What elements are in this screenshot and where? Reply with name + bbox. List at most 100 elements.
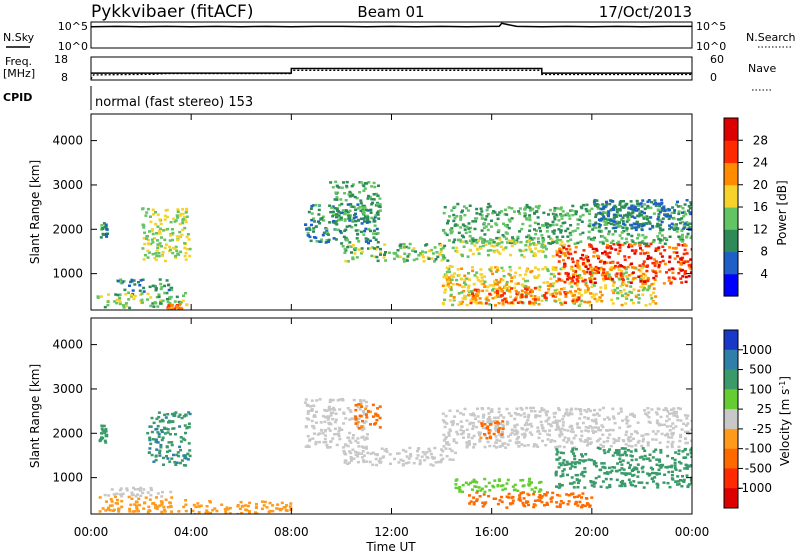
data-cell [629,450,633,453]
data-cell [495,236,499,240]
data-cell [188,247,192,251]
data-cell [446,280,450,283]
data-cell [684,447,687,451]
data-cell [457,231,461,235]
data-cell [583,416,587,419]
data-cell [577,408,581,411]
data-cell [141,247,145,250]
data-cell [546,222,550,226]
data-cell [600,462,604,465]
data-cell [658,460,662,463]
data-cell [651,430,655,433]
data-cell [557,298,561,301]
data-cell [668,246,672,249]
data-cell [325,227,329,231]
data-cell [599,266,603,270]
data-cell [564,254,567,257]
data-cell [348,450,352,453]
data-cell [163,291,167,295]
data-cell [577,494,581,497]
data-cell [505,482,509,485]
data-cell [495,249,499,252]
data-cell [573,465,577,469]
data-cell [647,199,651,202]
data-cell [600,207,604,211]
data-cell [142,226,146,229]
data-cell [554,295,557,298]
data-cell [372,236,376,239]
data-cell [569,290,572,293]
data-cell [332,213,336,216]
data-cell [377,205,381,208]
data-cell [384,259,388,262]
data-cell [609,209,613,212]
data-cell [671,457,674,460]
data-cell [459,420,463,423]
data-cell [541,238,545,242]
data-cell [588,245,592,248]
data-cell [642,486,646,489]
data-cell [401,448,405,452]
data-cell [172,217,176,220]
data-cell [498,252,502,255]
data-cell [682,227,686,230]
data-cell [624,292,628,295]
data-cell [600,299,604,303]
data-cell [185,235,189,239]
data-cell [574,434,578,437]
data-cell [556,207,560,210]
data-cell [555,223,559,226]
data-cell [565,291,569,295]
data-cell [619,481,623,484]
data-cell [103,431,107,435]
data-cell [496,250,500,254]
data-cell [418,459,422,462]
velocity-cbar-label: Velocity [m s-1] [778,376,793,466]
data-cell [433,246,437,249]
data-cell [569,462,573,466]
data-cell [324,434,327,437]
data-cell [335,207,339,210]
data-cell [469,298,473,302]
data-cell [573,293,577,297]
data-cell [504,286,508,289]
data-cell [448,428,452,431]
data-cell [642,242,646,245]
data-cell [545,230,549,233]
data-cell [608,485,612,489]
data-cell [505,224,509,227]
data-cell [635,431,639,435]
data-cell [367,228,371,231]
data-cell [327,409,331,412]
data-cell [158,504,162,507]
data-cell [635,467,639,471]
data-cell [629,285,633,288]
data-cell [526,279,530,283]
data-cell [604,221,608,224]
data-cell [495,289,499,293]
data-cell [327,415,330,418]
data-cell [553,218,557,221]
data-cell [558,433,562,437]
data-cell [467,284,471,287]
data-cell [447,431,451,434]
data-cell [546,284,550,288]
data-cell [465,441,469,444]
data-cell [630,249,634,252]
data-cell [431,464,435,467]
data-cell [331,398,335,402]
data-cell [439,248,443,251]
data-cell [458,238,462,242]
data-cell [637,234,641,237]
data-cell [376,232,380,235]
data-cell [617,221,621,225]
data-cell [549,440,553,443]
data-cell [592,485,596,488]
data-cell [527,413,531,417]
data-cell [638,243,642,246]
data-cell [634,228,638,232]
data-cell [471,412,475,415]
data-cell [312,227,316,230]
data-cell [448,447,452,451]
data-cell [566,429,570,432]
